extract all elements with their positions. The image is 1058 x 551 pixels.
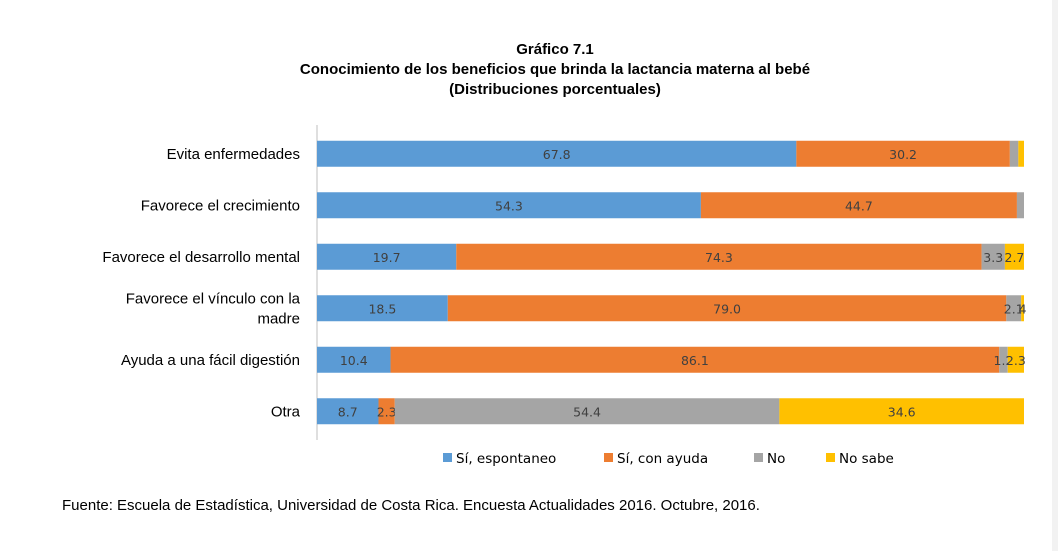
- data-label: 67.8: [543, 147, 571, 162]
- bar-segment: [999, 346, 1008, 373]
- bar-segment: [456, 243, 982, 270]
- category-label-line: Favorece el desarrollo mental: [102, 249, 300, 266]
- bar-segment: [447, 295, 1007, 322]
- bar-segment: [394, 398, 780, 425]
- data-label: 34.6: [888, 404, 916, 419]
- category-label: Favorece el desarrollo mental: [102, 249, 300, 266]
- data-label: 79.0: [713, 301, 741, 316]
- chart-title-line-3: (Distribuciones porcentuales): [449, 81, 661, 98]
- data-label: 3.3: [983, 250, 1003, 265]
- window-edge: [1052, 0, 1058, 551]
- data-label: 54.3: [495, 198, 523, 213]
- category-label: Evita enfermedades: [167, 146, 300, 163]
- bar-segment: [317, 140, 797, 167]
- bar-segment: [378, 398, 395, 425]
- data-label: 2.3: [1006, 353, 1026, 368]
- bar-segment: [1009, 140, 1019, 167]
- category-label: Ayuda a una fácil digestión: [121, 352, 300, 369]
- data-label: 30.2: [889, 147, 917, 162]
- legend-swatch: [754, 453, 763, 462]
- source-note: Fuente: Escuela de Estadística, Universi…: [62, 497, 760, 514]
- legend-swatch: [604, 453, 613, 462]
- data-label: 19.7: [373, 250, 401, 265]
- data-label: 18.5: [368, 301, 396, 316]
- legend-swatch: [826, 453, 835, 462]
- data-label: 4: [1019, 301, 1027, 316]
- bar-segment: [1004, 243, 1024, 270]
- category-label: Otra: [271, 403, 301, 420]
- data-label: 44.7: [845, 198, 873, 213]
- bar-segment: [317, 346, 391, 373]
- category-label-line: Favorece el crecimiento: [141, 197, 300, 214]
- category-label-line: Otra: [271, 403, 301, 420]
- category-label-line: Favorece el vínculo con la: [126, 290, 301, 307]
- bar-segment: [317, 295, 448, 322]
- data-label: 2.3: [377, 404, 397, 419]
- category-label-line: Ayuda a una fácil digestión: [121, 352, 300, 369]
- data-label: 10.4: [340, 353, 368, 368]
- data-label: 54.4: [573, 404, 601, 419]
- chart-title-line-2: Conocimiento de los beneficios que brind…: [299, 61, 811, 78]
- legend-label: Sí, con ayuda: [617, 451, 708, 467]
- category-label-line: madre: [257, 310, 300, 327]
- bar-segment: [779, 398, 1024, 425]
- chart-title: Gráfico 7.1 Conocimiento de los benefici…: [0, 40, 1058, 100]
- category-label: Favorece el crecimiento: [141, 197, 300, 214]
- bar-segment: [1006, 295, 1022, 322]
- bar-segment: [390, 346, 1000, 373]
- bar-segment: [317, 398, 379, 425]
- bar-segment: [981, 243, 1005, 270]
- legend-label: No sabe: [839, 451, 894, 467]
- data-label: 86.1: [681, 353, 709, 368]
- bar-segment: [796, 140, 1010, 167]
- bar-segment: [317, 192, 701, 219]
- data-label: 2.7: [1005, 250, 1025, 265]
- legend-swatch: [443, 453, 452, 462]
- bar-segment: [1018, 140, 1024, 167]
- legend-label: No: [767, 451, 785, 467]
- legend-label: Sí, espontaneo: [456, 451, 556, 467]
- chart-title-line-1: Gráfico 7.1: [516, 41, 594, 58]
- data-label: 2.1: [1004, 301, 1024, 316]
- bar-segment: [1007, 346, 1024, 373]
- data-label: 74.3: [705, 250, 733, 265]
- bar-segment: [1016, 192, 1024, 219]
- category-label: Favorece el vínculo con la madre: [126, 290, 301, 327]
- bar-segment: [700, 192, 1017, 219]
- data-label: 8.7: [338, 404, 358, 419]
- bar-segment: [1021, 295, 1024, 322]
- category-label-line: Evita enfermedades: [167, 146, 300, 163]
- bar-segment: [317, 243, 457, 270]
